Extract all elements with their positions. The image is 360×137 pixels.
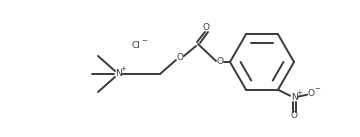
Text: −: − — [141, 38, 147, 44]
Text: O: O — [216, 58, 224, 66]
Text: N: N — [114, 69, 121, 79]
Text: O: O — [307, 89, 315, 98]
Text: O: O — [176, 54, 184, 62]
Text: O: O — [202, 24, 210, 32]
Text: N: N — [291, 93, 297, 102]
Text: +: + — [296, 90, 302, 96]
Text: Cl: Cl — [131, 42, 140, 51]
Text: −: − — [314, 86, 320, 92]
Text: O: O — [291, 111, 297, 120]
Text: +: + — [120, 66, 126, 72]
